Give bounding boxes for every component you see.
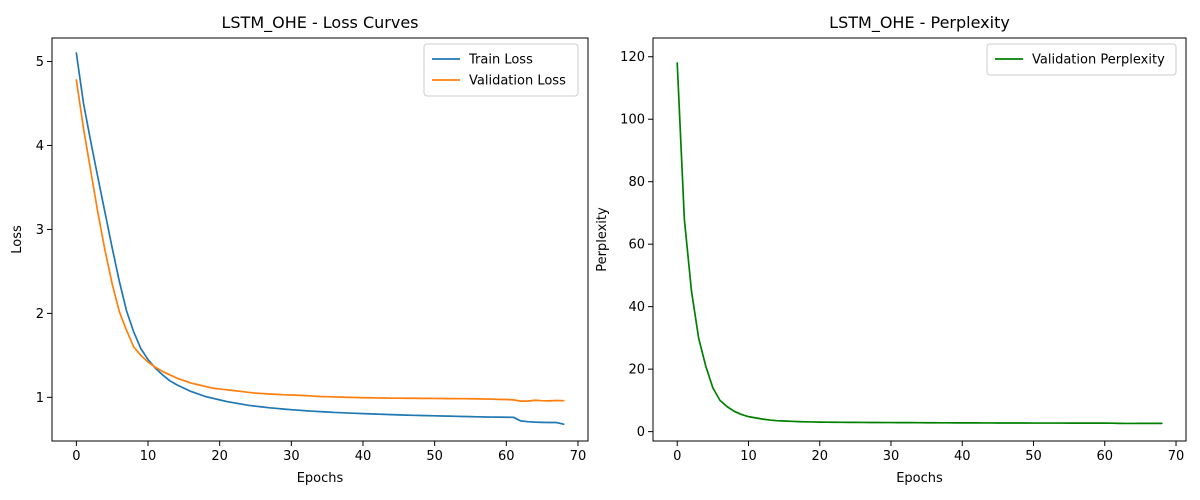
x-tick-label: 20 xyxy=(211,449,228,464)
x-tick-label: 10 xyxy=(140,449,157,464)
y-tick-label: 100 xyxy=(620,113,645,128)
legend-box xyxy=(423,43,579,97)
x-axis-label: Epochs xyxy=(297,471,344,486)
chart-title: LSTM_OHE - Perplexity xyxy=(829,13,1010,33)
x-tick-label: 50 xyxy=(1025,449,1042,464)
y-tick-label: 0 xyxy=(637,425,645,440)
y-tick-label: 40 xyxy=(628,300,645,315)
y-tick-label: 20 xyxy=(628,363,645,378)
legend: Validation Perplexity xyxy=(986,43,1177,76)
y-tick-label: 2 xyxy=(36,307,44,322)
y-axis-label: Perplexity xyxy=(595,207,610,272)
x-tick-label: 20 xyxy=(811,449,828,464)
x-tick-label: 40 xyxy=(355,449,372,464)
loss-curves-chart: LSTM_OHE - Loss Curves Epochs Loss 0 10 20… xyxy=(10,13,589,486)
series-line xyxy=(75,79,565,402)
legend-box xyxy=(986,43,1177,76)
y-tick-label: 80 xyxy=(628,175,645,190)
y-axis-label: Loss xyxy=(10,225,25,254)
x-tick-label: 60 xyxy=(1096,449,1113,464)
legend-label: Validation Perplexity xyxy=(1032,53,1165,68)
legend-label: Validation Loss xyxy=(469,74,566,89)
x-tick-label: 0 xyxy=(673,449,681,464)
series-line xyxy=(676,62,1163,425)
y-tick-label: 4 xyxy=(36,139,44,154)
x-tick-label: 30 xyxy=(283,449,300,464)
series-line xyxy=(75,52,565,426)
x-tick-label: 40 xyxy=(954,449,971,464)
x-tick-label: 60 xyxy=(498,449,515,464)
y-tick-label: 120 xyxy=(620,50,645,65)
y-tick-label: 60 xyxy=(628,238,645,253)
legend-label: Train Loss xyxy=(468,53,533,68)
x-axis-label: Epochs xyxy=(896,471,943,486)
x-tick-label: 30 xyxy=(883,449,900,464)
perplexity-chart: LSTM_OHE - Perplexity Epochs Perplexity … xyxy=(595,13,1187,486)
x-tick-label: 70 xyxy=(1168,449,1185,464)
x-tick-label: 0 xyxy=(72,449,80,464)
chart-title: LSTM_OHE - Loss Curves xyxy=(221,13,418,33)
x-tick-label: 10 xyxy=(740,449,757,464)
x-tick-label: 50 xyxy=(426,449,443,464)
plot-area-frame xyxy=(51,37,589,442)
y-tick-label: 1 xyxy=(36,391,44,406)
legend: Train Loss Validation Loss xyxy=(423,43,579,97)
y-tick-label: 5 xyxy=(36,55,44,70)
y-tick-label: 3 xyxy=(36,223,44,238)
x-tick-label: 70 xyxy=(570,449,587,464)
plot-area-frame xyxy=(652,37,1187,442)
